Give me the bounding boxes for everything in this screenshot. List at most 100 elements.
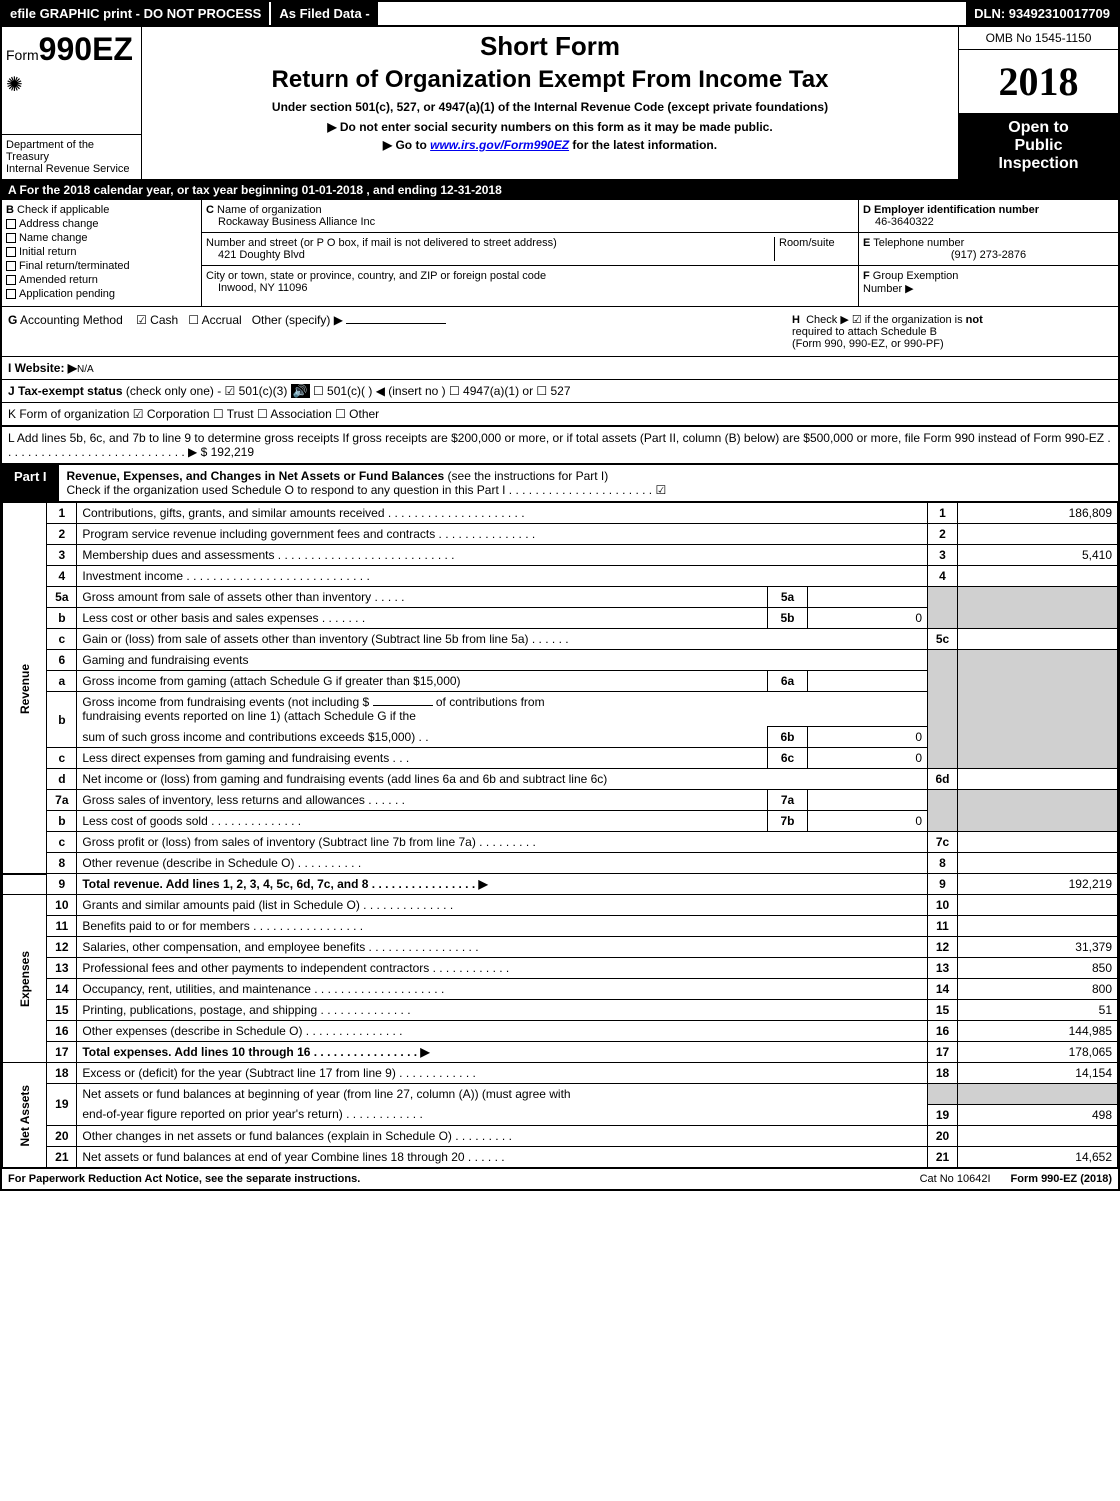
e-label: E: [863, 237, 870, 249]
ln12-amt: 31,379: [958, 937, 1118, 958]
ln6-shadeamt: [958, 650, 1118, 769]
footer-right-post: (2018): [1077, 1173, 1112, 1185]
l-val: $ 192,219: [201, 445, 254, 459]
subtitle: Under section 501(c), 527, or 4947(a)(1)…: [150, 100, 950, 114]
dept-line2: Treasury: [6, 151, 137, 163]
ein-val: 46-3640322: [875, 216, 934, 228]
ln1-box: 1: [928, 503, 958, 524]
form-container: efile GRAPHIC print - DO NOT PROCESS As …: [0, 0, 1120, 1191]
ln3-box: 3: [928, 545, 958, 566]
cb-address-change[interactable]: Address change: [6, 218, 197, 230]
ln14-num: 14: [47, 979, 77, 1000]
org-city-row: City or town, state or province, country…: [202, 266, 858, 298]
ln6b-desc4: sum of such gross income and contributio…: [77, 727, 768, 748]
ln13-desc: Professional fees and other payments to …: [77, 958, 928, 979]
ln3-desc: Membership dues and assessments . . . . …: [77, 545, 928, 566]
form-number: 990EZ: [39, 31, 133, 67]
g-cash[interactable]: ☑ Cash: [136, 313, 178, 327]
g-accrual[interactable]: ☐ Accrual: [188, 313, 241, 327]
h-section: H Check ▶ ☑ if the organization is not r…: [792, 313, 1112, 350]
org-info-col: C Name of organization Rockaway Business…: [202, 200, 858, 306]
ln14-box: 14: [928, 979, 958, 1000]
part1-title: Revenue, Expenses, and Changes in Net As…: [59, 465, 1118, 501]
ln11-box: 11: [928, 916, 958, 937]
e-text: Telephone number: [873, 237, 964, 249]
c-label: C: [206, 204, 214, 216]
ln5c-num: c: [47, 629, 77, 650]
g-other: Other (specify) ▶: [252, 313, 343, 327]
top-header-row: efile GRAPHIC print - DO NOT PROCESS As …: [2, 2, 1118, 27]
ln8-desc: Other revenue (describe in Schedule O) .…: [77, 853, 928, 874]
ln2-box: 2: [928, 524, 958, 545]
ln21-amt: 14,652: [958, 1146, 1118, 1167]
g-other-input[interactable]: [346, 323, 446, 324]
irs-link[interactable]: www.irs.gov/Form990EZ: [430, 138, 569, 152]
part1-label: Part I: [2, 465, 59, 501]
open-public-box: Open to Public Inspection: [959, 113, 1118, 179]
ln6a-desc: Gross income from gaming (attach Schedul…: [77, 671, 768, 692]
open3: Inspection: [965, 155, 1112, 173]
ln13-box: 13: [928, 958, 958, 979]
main-title: Return of Organization Exempt From Incom…: [150, 66, 950, 94]
omb-col: OMB No 1545-1150 2018 Open to Public Ins…: [958, 27, 1118, 179]
ln2-amt: [958, 524, 1118, 545]
h-not: not: [966, 314, 983, 326]
ln5b-trail: 0: [808, 608, 928, 629]
netassets-sidebar: Net Assets: [3, 1063, 47, 1168]
cb-application-pending[interactable]: Application pending: [6, 288, 197, 300]
ln9-box: 9: [928, 874, 958, 895]
ln19-shadeamt: [958, 1084, 1118, 1105]
addr-label: Number and street (or P O box, if mail i…: [206, 237, 557, 249]
org-name-val: Rockaway Business Alliance Inc: [218, 216, 375, 228]
ln7b-sub: 7b: [768, 811, 808, 832]
instruction1: ▶ Do not enter social security numbers o…: [150, 120, 950, 134]
cb-amended-return[interactable]: Amended return: [6, 274, 197, 286]
ln10-box: 10: [928, 895, 958, 916]
cb-initial-return[interactable]: Initial return: [6, 246, 197, 258]
ln2-desc: Program service revenue including govern…: [77, 524, 928, 545]
j-text: (check only one) - ☑ 501(c)(3) 🔊 ☐ 501(c…: [126, 384, 571, 398]
ln6c-desc: Less direct expenses from gaming and fun…: [77, 748, 768, 769]
ln18-box: 18: [928, 1063, 958, 1084]
ln15-num: 15: [47, 1000, 77, 1021]
footer-right-pre: Form: [1011, 1173, 1042, 1185]
ln19-amt: 498: [958, 1104, 1118, 1125]
g-section: G Accounting Method ☑ Cash ☐ Accrual Oth…: [8, 313, 792, 350]
main-table: Revenue 1 Contributions, gifts, grants, …: [2, 502, 1118, 1168]
ln7-shadebox: [928, 790, 958, 832]
ln6d-num: d: [47, 769, 77, 790]
ln3-num: 3: [47, 545, 77, 566]
addr-val: 421 Doughty Blvd: [218, 249, 305, 261]
cb-name-change[interactable]: Name change: [6, 232, 197, 244]
info-grid: B Check if applicable Address change Nam…: [2, 200, 1118, 307]
ln5a-num: 5a: [47, 587, 77, 608]
ln7a-num: 7a: [47, 790, 77, 811]
part1-sub: (see the instructions for Part I): [448, 469, 609, 483]
ln5a-sub: 5a: [768, 587, 808, 608]
ln6c-sub: 6c: [768, 748, 808, 769]
ln6b-input[interactable]: [373, 705, 433, 706]
ln2-num: 2: [47, 524, 77, 545]
ln5a-desc: Gross amount from sale of assets other t…: [77, 587, 768, 608]
tax-year: 2018: [959, 50, 1118, 113]
ln8-box: 8: [928, 853, 958, 874]
ln6-shadebox: [928, 650, 958, 769]
short-form-title: Short Form: [150, 31, 950, 62]
c-text: Name of organization: [217, 204, 322, 216]
ln7b-desc: Less cost of goods sold . . . . . . . . …: [77, 811, 768, 832]
ln14-desc: Occupancy, rent, utilities, and maintena…: [77, 979, 928, 1000]
revenue-sidebar: Revenue: [3, 503, 47, 874]
ln5-shadebox: [928, 587, 958, 629]
ln6-desc: Gaming and fundraising events: [77, 650, 928, 671]
ln13-num: 13: [47, 958, 77, 979]
asfiled-label: As Filed Data -: [269, 2, 377, 25]
h-label: H: [792, 314, 800, 326]
form-of-org-row: K Form of organization ☑ Corporation ☐ T…: [2, 403, 1118, 427]
g-label: G: [8, 313, 17, 327]
ln12-num: 12: [47, 937, 77, 958]
dln-label: DLN: 93492310017709: [966, 2, 1118, 25]
ln10-num: 10: [47, 895, 77, 916]
cb-final-return[interactable]: Final return/terminated: [6, 260, 197, 272]
footer-left: For Paperwork Reduction Act Notice, see …: [8, 1173, 900, 1185]
room-label: Room/suite: [774, 237, 854, 261]
